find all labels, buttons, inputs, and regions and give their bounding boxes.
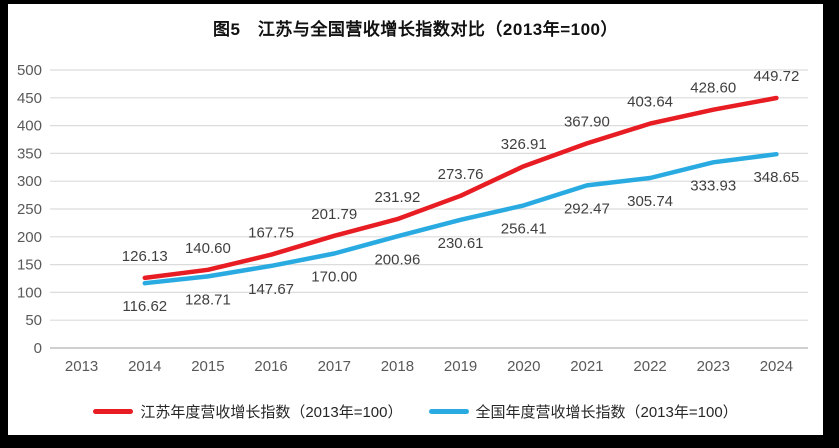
data-label: 200.96 [374, 251, 420, 268]
y-tick-label: 450 [17, 90, 42, 107]
data-label: 201.79 [311, 206, 357, 223]
x-axis-label: 2023 [697, 358, 730, 375]
x-axis-label: 2014 [128, 358, 161, 375]
x-axis-label: 2017 [318, 358, 351, 375]
y-tick-label: 50 [25, 312, 42, 329]
chart-canvas: 图5 江苏与全国营收增长指数对比（2013年=100） 0 50 100 150 200… [8, 4, 823, 435]
legend-item-1: 全国年度营收增长指数（2013年=100） [428, 401, 738, 422]
chart-legend: 江苏年度营收增长指数（2013年=100） 全国年度营收增长指数（2013年=10… [8, 401, 823, 422]
data-label: 449.72 [753, 68, 799, 85]
y-tick-label: 350 [17, 145, 42, 162]
x-axis-label: 2013 [65, 358, 98, 375]
line-chart: 0 50 100 150 200 250 300 350 400 450 500 2013 2014 20… [17, 62, 808, 375]
data-label: 231.92 [374, 189, 420, 206]
x-axis-label: 2018 [381, 358, 414, 375]
data-label: 170.00 [311, 268, 357, 285]
x-axis-label: 2024 [760, 358, 793, 375]
data-label: 256.41 [501, 220, 547, 237]
x-axis-label: 2019 [444, 358, 477, 375]
data-label: 428.60 [690, 80, 736, 97]
legend-swatch-icon [93, 409, 134, 414]
legend-swatch-icon [428, 409, 469, 414]
data-label: 128.71 [185, 291, 231, 308]
y-tick-label: 500 [17, 62, 42, 79]
data-label: 326.91 [501, 136, 547, 153]
y-tick-label: 250 [17, 201, 42, 218]
y-tick-label: 100 [17, 284, 42, 301]
x-axis-label: 2016 [254, 358, 287, 375]
data-label: 126.13 [122, 248, 168, 265]
data-label: 140.60 [185, 240, 231, 257]
y-tick-label: 150 [17, 257, 42, 274]
data-label: 292.47 [564, 200, 610, 217]
y-tick-label: 300 [17, 173, 42, 190]
x-axis-label: 2020 [507, 358, 540, 375]
y-tick-label: 400 [17, 118, 42, 135]
x-axis-label: 2021 [570, 358, 603, 375]
legend-item-0: 江苏年度营收增长指数（2013年=100） [93, 401, 403, 422]
data-label: 147.67 [248, 281, 294, 298]
data-label: 230.61 [438, 235, 484, 252]
y-tick-label: 0 [34, 340, 42, 357]
data-label: 273.76 [438, 166, 484, 183]
legend-label: 全国年度营收增长指数（2013年=100） [475, 404, 738, 421]
data-label: 367.90 [564, 113, 610, 130]
data-label: 403.64 [627, 94, 673, 111]
data-label: 333.93 [690, 177, 736, 194]
data-label: 167.75 [248, 225, 294, 242]
data-label: 348.65 [753, 169, 799, 186]
legend-label: 江苏年度营收增长指数（2013年=100） [140, 404, 403, 421]
chart-title: 图5 江苏与全国营收增长指数对比（2013年=100） [212, 20, 619, 39]
series-line [142, 95, 779, 281]
data-label: 305.74 [627, 193, 673, 210]
x-axis-label: 2022 [633, 358, 666, 375]
data-label: 116.62 [122, 298, 167, 315]
y-tick-label: 200 [17, 229, 42, 246]
x-axis-label: 2015 [191, 358, 224, 375]
series-line [142, 151, 779, 286]
